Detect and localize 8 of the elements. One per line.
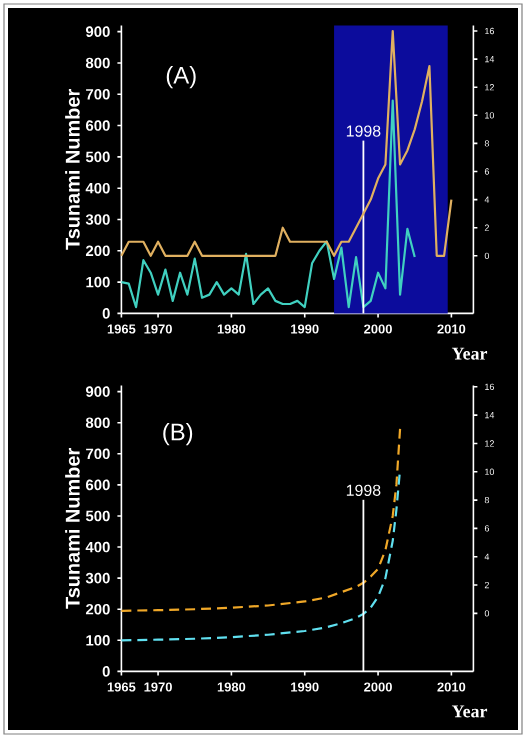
line-series bbox=[120, 427, 402, 612]
y-axis-title: Tsunami Number bbox=[65, 89, 80, 250]
annotation: (B) bbox=[163, 422, 193, 446]
line-series bbox=[120, 99, 416, 309]
y-axis-title: Tsunami Number bbox=[65, 448, 80, 609]
x-axis-title: Year bbox=[451, 347, 488, 360]
annotation: (A) bbox=[166, 66, 196, 89]
x-axis-title: Year bbox=[451, 705, 488, 718]
